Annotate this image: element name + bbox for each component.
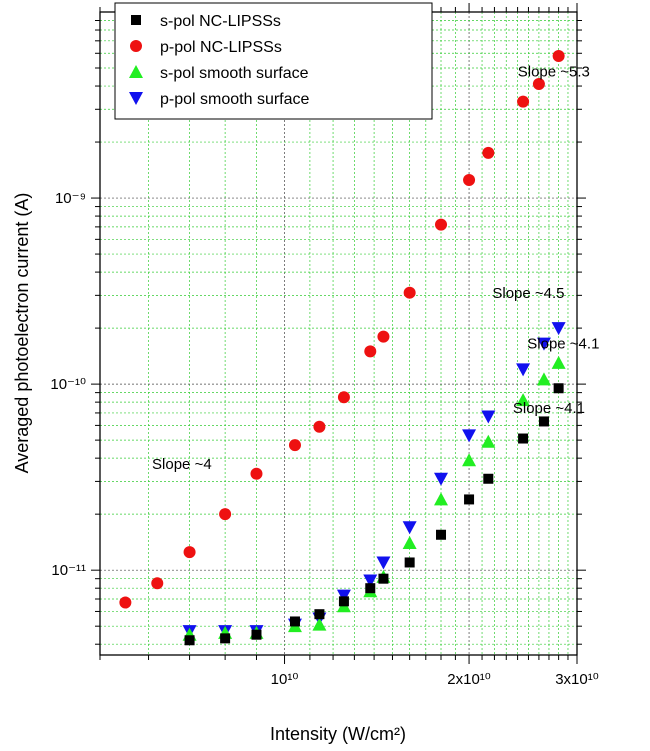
data-point xyxy=(402,521,417,535)
annotations: Slope ~5.3 Slope ~4.5 Slope ~4.1 Slope ~4.1… xyxy=(152,64,599,473)
data-point xyxy=(482,146,495,159)
data-point xyxy=(551,322,566,336)
legend-label: s-pol smooth surface xyxy=(160,65,309,82)
data-point xyxy=(464,494,475,505)
data-point xyxy=(119,596,132,609)
legend-label: s-pol NC-LIPSSs xyxy=(160,13,281,30)
slope-annotation: Slope ~4.1 xyxy=(527,336,599,353)
data-point xyxy=(483,473,494,484)
legend-marker xyxy=(131,15,141,25)
data-point xyxy=(377,330,390,343)
data-point xyxy=(337,391,350,404)
data-point xyxy=(184,635,195,646)
grid xyxy=(99,12,578,655)
data-point xyxy=(518,433,529,444)
y-axis-title: Averaged photoelectron current (A) xyxy=(12,193,32,474)
data-point xyxy=(288,439,301,452)
legend-label: p-pol smooth surface xyxy=(160,91,310,108)
data-point xyxy=(251,629,262,640)
data-point xyxy=(463,174,476,187)
slope-annotation: Slope ~5.3 xyxy=(518,64,590,81)
data-point xyxy=(532,78,545,91)
data-point xyxy=(462,429,477,443)
x-tick-label: 2x10¹⁰ xyxy=(447,671,491,688)
data-point xyxy=(183,546,196,559)
series-0 xyxy=(184,383,564,646)
legend-marker xyxy=(129,65,143,78)
data-point xyxy=(289,616,300,627)
data-point xyxy=(553,383,564,394)
data-point xyxy=(363,574,378,588)
data-point xyxy=(402,535,417,549)
y-tick-label: 10⁻⁹ xyxy=(55,190,86,207)
data-point xyxy=(250,467,263,480)
x-tick-label: 3x10¹⁰ xyxy=(555,671,599,688)
data-point xyxy=(403,286,416,299)
data-point xyxy=(552,50,565,63)
data-point xyxy=(436,529,447,540)
legend-marker xyxy=(129,92,143,105)
data-point xyxy=(314,609,325,620)
data-point xyxy=(338,596,349,607)
data-point xyxy=(516,363,531,377)
slope-annotation: Slope ~4.1 xyxy=(513,400,585,417)
data-point xyxy=(365,583,376,594)
x-tick-label: 10¹⁰ xyxy=(271,671,299,688)
data-point xyxy=(551,355,566,369)
legend-marker xyxy=(130,40,142,52)
data-point xyxy=(434,492,449,506)
data-point xyxy=(220,633,231,644)
data-point xyxy=(538,416,549,427)
slope-annotation: Slope ~4.5 xyxy=(492,285,564,302)
series-1 xyxy=(119,50,565,609)
data-point xyxy=(378,573,389,584)
data-point xyxy=(313,420,326,433)
data-point xyxy=(219,508,232,521)
legend: s-pol NC-LIPSSs p-pol NC-LIPSSs s-pol smoo… xyxy=(114,2,433,120)
data-point xyxy=(481,410,496,424)
y-tick-label: 10⁻¹¹ xyxy=(51,562,86,579)
data-point xyxy=(404,557,415,568)
data-point xyxy=(481,434,496,448)
data-point xyxy=(435,218,448,231)
data-point xyxy=(336,589,351,603)
data-point xyxy=(536,372,551,386)
slope-annotation: Slope ~4 xyxy=(152,456,212,473)
data-point xyxy=(434,472,449,486)
data-point xyxy=(462,453,477,467)
tick-labels: 10¹⁰ 2x10¹⁰ 3x10¹⁰ 10⁻¹¹ 10⁻¹⁰ 10⁻⁹ xyxy=(50,190,598,688)
data-point xyxy=(364,345,377,358)
legend-box xyxy=(114,2,433,120)
data-point xyxy=(376,556,391,570)
legend-label: p-pol NC-LIPSSs xyxy=(160,39,282,56)
data-point xyxy=(151,577,164,590)
y-tick-label: 10⁻¹⁰ xyxy=(50,376,86,393)
data-point xyxy=(536,337,551,351)
data-marks xyxy=(119,50,566,646)
data-point xyxy=(516,393,531,407)
data-point xyxy=(312,617,327,631)
x-axis-title: Intensity (W/cm²) xyxy=(270,724,406,744)
data-point xyxy=(517,95,530,108)
